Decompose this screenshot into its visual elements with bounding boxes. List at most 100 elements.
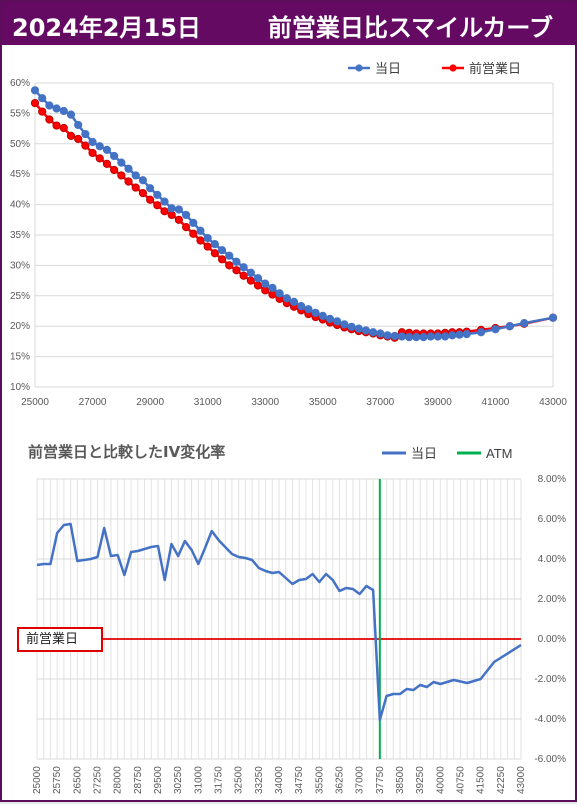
x-tick-label: 27000 — [79, 397, 107, 408]
x-tick-label: 25000 — [21, 397, 49, 408]
x-tick-label: 31750 — [214, 766, 225, 794]
data-point — [275, 289, 284, 298]
x-tick-label: 34000 — [274, 766, 285, 794]
y-tick-label: 25% — [10, 291, 30, 302]
y-tick-label: 35% — [10, 230, 30, 241]
data-point — [81, 129, 90, 139]
x-tick-label: 37000 — [355, 766, 366, 794]
banner-title: 前営業日比スマイルカーブ — [267, 14, 553, 42]
legend-label: 前営業日 — [469, 61, 521, 76]
data-point — [390, 331, 399, 341]
x-tick-label: 40750 — [456, 766, 467, 794]
x-tick-label: 33000 — [251, 397, 279, 408]
data-point — [74, 120, 83, 130]
data-point — [268, 290, 277, 299]
x-tick-label: 34750 — [294, 766, 305, 794]
data-point — [239, 263, 248, 272]
data-point — [102, 145, 112, 154]
data-point — [232, 257, 241, 266]
data-point — [38, 94, 47, 103]
y-tick-label: 55% — [10, 108, 30, 119]
data-point — [354, 324, 363, 333]
x-tick-label: 33250 — [254, 766, 265, 794]
legend-label: ATM — [486, 446, 512, 461]
header-banner: 2024年2月15日 前営業日比スマイルカーブ — [2, 2, 575, 45]
data-point — [289, 297, 299, 306]
data-point — [167, 204, 176, 213]
data-point — [81, 141, 90, 150]
previous-day-callout: 前営業日 — [17, 627, 103, 652]
data-point — [160, 197, 169, 206]
iv-change-chart-panel: 前営業日と比較したIV変化率 -6.00% -4.00% -2.00% 0.00% 2.0… — [2, 424, 575, 800]
data-point — [66, 131, 76, 140]
data-point — [369, 328, 378, 337]
legend-label: 当日 — [411, 446, 437, 461]
data-point — [59, 123, 68, 133]
data-point — [210, 240, 219, 249]
data-point — [325, 314, 335, 324]
data-point — [66, 110, 76, 119]
x-tick-label: 41500 — [476, 766, 487, 794]
data-point — [297, 302, 306, 311]
iv-change-chart: 前営業日と比較したIV変化率 -6.00% -4.00% -2.00% 0.00% 2.0… — [28, 443, 566, 794]
data-point — [95, 154, 104, 163]
y-tick-label: 6.00% — [538, 514, 566, 525]
data-point — [203, 242, 212, 251]
x-tick-label: 35500 — [314, 766, 325, 794]
smile-curve-chart: 10% 15% 20% 25% 30% 35% 40% 45% 50% 55% 60% 25000 27… — [10, 61, 567, 408]
data-point — [153, 190, 162, 199]
data-point — [239, 271, 248, 280]
data-point — [397, 332, 407, 341]
data-point — [30, 86, 40, 95]
chart-title: 前営業日と比較したIV変化率 — [28, 443, 225, 461]
data-point — [117, 158, 126, 167]
data-point — [131, 183, 140, 192]
data-point — [268, 283, 277, 292]
x-tick-label: 42250 — [496, 766, 507, 794]
data-point — [405, 333, 414, 342]
data-point — [455, 330, 464, 339]
x-tick-label: 35000 — [309, 397, 337, 408]
data-point — [181, 210, 191, 220]
x-tick-label: 28750 — [133, 766, 144, 794]
data-point — [217, 246, 227, 255]
data-point — [131, 171, 140, 180]
data-point — [124, 177, 133, 186]
data-point — [102, 159, 112, 168]
data-point — [520, 319, 529, 328]
x-tick-label: 38500 — [395, 766, 406, 794]
y-tick-label: 15% — [10, 352, 30, 363]
data-point — [426, 332, 435, 341]
data-point — [261, 286, 270, 295]
data-point — [433, 332, 442, 341]
data-point — [189, 229, 198, 238]
y-tick-label: -4.00% — [534, 714, 566, 725]
data-point — [246, 276, 255, 285]
x-tick-label: 37000 — [366, 397, 394, 408]
data-point — [383, 331, 392, 340]
data-point — [361, 326, 371, 335]
data-point — [146, 195, 155, 204]
data-point — [95, 142, 104, 151]
data-point — [45, 115, 54, 124]
data-point — [253, 281, 263, 290]
y-tick-label: 50% — [10, 139, 30, 150]
data-point — [138, 188, 148, 198]
y-tick-label: 8.00% — [538, 474, 566, 485]
smile-chart-panel: 10% 15% 20% 25% 30% 35% 40% 45% 50% 55% 60% 25000 27… — [2, 47, 575, 419]
data-point — [282, 294, 291, 303]
data-point — [448, 331, 457, 340]
data-point — [160, 207, 169, 216]
data-point — [318, 311, 327, 320]
x-tick-label: 32500 — [234, 766, 245, 794]
y-tick-label: -2.00% — [534, 674, 566, 685]
x-tick-label: 43000 — [539, 397, 567, 408]
data-point — [340, 320, 349, 329]
y-tick-label: 60% — [10, 78, 30, 89]
data-point — [548, 313, 558, 322]
iv-change-line — [36, 522, 522, 722]
x-tick-label: 29500 — [153, 766, 164, 794]
data-point — [59, 106, 68, 116]
data-point — [124, 164, 133, 173]
data-point — [153, 201, 162, 210]
